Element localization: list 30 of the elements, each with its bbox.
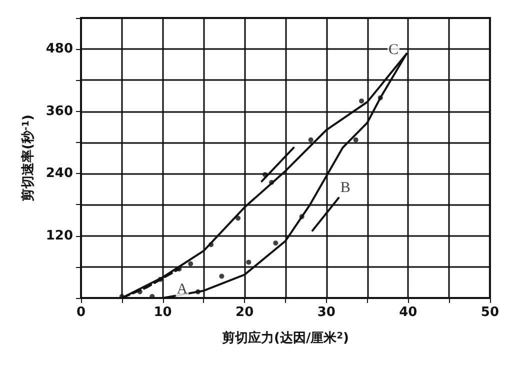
point	[236, 216, 241, 221]
point	[195, 289, 200, 294]
point	[269, 180, 274, 185]
y-tick-label: 480	[46, 42, 73, 57]
x-tick-label: 20	[236, 305, 254, 320]
point	[158, 276, 163, 282]
annotation: C	[388, 42, 399, 58]
point	[299, 214, 304, 220]
point	[378, 95, 383, 100]
x-tick-label: 30	[317, 305, 336, 320]
point	[353, 137, 358, 142]
x-tick-label: 50	[480, 305, 499, 320]
y-tick-label: 360	[46, 104, 73, 119]
point	[219, 274, 224, 279]
point	[188, 261, 194, 266]
y-tick-label: 120	[46, 228, 73, 244]
annotation: B	[340, 180, 350, 196]
y-tick-label: 240	[46, 166, 73, 182]
y-axis-title: 剪切速率(秒-1)	[20, 114, 36, 202]
x-tick-label: 40	[399, 305, 418, 320]
point	[246, 260, 252, 265]
point	[359, 98, 364, 104]
point	[308, 137, 314, 142]
point	[273, 240, 278, 246]
annotation: A	[176, 281, 188, 298]
point	[208, 242, 214, 248]
point	[262, 172, 268, 178]
x-tick-label: 10	[154, 305, 172, 320]
point	[137, 289, 142, 294]
x-tick-label: 0	[76, 305, 86, 320]
